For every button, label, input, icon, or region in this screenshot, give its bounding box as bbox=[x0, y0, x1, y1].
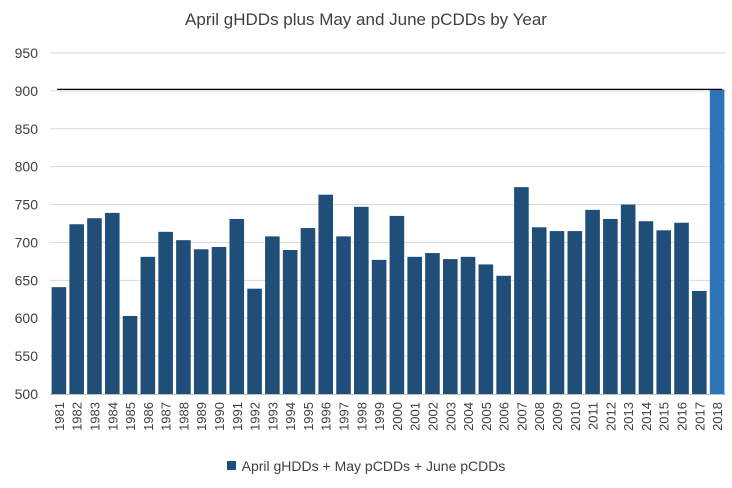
bar-1997 bbox=[336, 236, 351, 394]
legend: April gHDDs + May pCDDs + June pCDDs bbox=[0, 458, 732, 474]
x-tick-label: 1992 bbox=[248, 402, 263, 431]
y-tick-label: 750 bbox=[15, 197, 39, 213]
x-tick-label: 1981 bbox=[52, 402, 67, 431]
bar-1988 bbox=[176, 240, 191, 394]
bar-1993 bbox=[265, 236, 280, 394]
x-tick-label: 1983 bbox=[87, 402, 102, 431]
x-tick-label: 2006 bbox=[497, 402, 512, 431]
bar-1990 bbox=[211, 246, 227, 394]
x-tick-label: 2008 bbox=[532, 402, 547, 431]
bar-2004 bbox=[460, 256, 476, 394]
bar-2003 bbox=[442, 259, 458, 394]
legend-label: April gHDDs + May pCDDs + June pCDDs bbox=[241, 458, 506, 474]
x-tick-label: 1988 bbox=[176, 402, 191, 431]
bar-1981 bbox=[51, 287, 67, 394]
x-tick-label: 2003 bbox=[443, 402, 458, 431]
y-axis-ticks: 500 550 600 650 700 750 800 850 900 950 bbox=[15, 45, 39, 402]
bar-2008 bbox=[531, 227, 547, 394]
bar-1984 bbox=[104, 212, 120, 394]
x-tick-label: 2013 bbox=[621, 402, 636, 431]
x-tick-label: 1991 bbox=[230, 402, 245, 431]
x-tick-label: 1990 bbox=[212, 402, 227, 431]
x-tick-label: 1999 bbox=[372, 402, 387, 431]
bar-2016 bbox=[674, 222, 689, 394]
bar-2011 bbox=[585, 209, 600, 394]
x-tick-label: 2007 bbox=[514, 402, 529, 431]
bar-1986 bbox=[140, 256, 156, 394]
bar-2007 bbox=[514, 187, 529, 394]
y-tick-label: 850 bbox=[15, 121, 39, 137]
x-tick-label: 2016 bbox=[675, 402, 690, 431]
x-tick-label: 2000 bbox=[390, 402, 405, 431]
x-tick-label: 1997 bbox=[337, 402, 352, 431]
x-tick-label: 2012 bbox=[603, 402, 618, 431]
x-tick-label: 2009 bbox=[550, 402, 565, 431]
bar-2012 bbox=[603, 218, 618, 394]
x-tick-label: 2011 bbox=[586, 402, 601, 430]
y-tick-label: 600 bbox=[15, 310, 39, 326]
x-tick-label: 2014 bbox=[639, 402, 654, 431]
bar-1989 bbox=[193, 249, 209, 394]
x-tick-label: 1989 bbox=[194, 402, 209, 431]
x-tick-label: 1998 bbox=[354, 402, 369, 431]
y-tick-label: 650 bbox=[15, 272, 39, 288]
x-tick-label: 1996 bbox=[319, 402, 334, 431]
bars bbox=[51, 89, 725, 394]
x-tick-label: 1993 bbox=[265, 402, 280, 431]
x-tick-label: 2001 bbox=[408, 402, 423, 431]
x-tick-label: 1982 bbox=[70, 402, 85, 431]
bar-2014 bbox=[638, 221, 654, 394]
bar-1995 bbox=[300, 228, 316, 394]
x-tick-label: 1995 bbox=[301, 402, 316, 431]
legend-swatch bbox=[226, 461, 236, 470]
bar-2006 bbox=[496, 275, 511, 394]
x-tick-label: 1984 bbox=[105, 402, 120, 431]
bar-2010 bbox=[567, 231, 583, 394]
x-tick-label: 1987 bbox=[159, 402, 174, 431]
chart-title: April gHDDs plus May and June pCDDs by Y… bbox=[185, 10, 547, 29]
x-tick-label: 2018 bbox=[710, 402, 725, 431]
x-tick-label: 2015 bbox=[657, 402, 672, 431]
x-tick-label: 2005 bbox=[479, 402, 494, 431]
bar-2005 bbox=[478, 264, 494, 394]
x-tick-label: 1985 bbox=[123, 402, 138, 431]
x-tick-label: 2017 bbox=[692, 402, 707, 431]
bar-2002 bbox=[425, 253, 440, 394]
bar-2000 bbox=[389, 215, 405, 394]
bar-1982 bbox=[69, 224, 84, 394]
y-tick-label: 900 bbox=[15, 83, 39, 99]
bar-2001 bbox=[407, 256, 422, 394]
x-tick-label: 2004 bbox=[461, 402, 476, 431]
bar-2009 bbox=[549, 231, 565, 394]
y-tick-label: 700 bbox=[15, 234, 39, 250]
bar-2013 bbox=[620, 204, 636, 394]
y-tick-label: 500 bbox=[15, 386, 39, 402]
bar-1994 bbox=[282, 250, 298, 394]
x-tick-label: 2010 bbox=[568, 402, 583, 431]
bar-2015 bbox=[656, 230, 672, 394]
x-tick-label: 1994 bbox=[283, 402, 298, 431]
bar-1987 bbox=[158, 231, 173, 394]
bar-1999 bbox=[371, 259, 387, 394]
bar-1985 bbox=[122, 315, 138, 394]
y-tick-label: 950 bbox=[15, 45, 39, 61]
bar-1996 bbox=[318, 194, 334, 394]
x-tick-label: 2002 bbox=[425, 402, 440, 431]
bar-1991 bbox=[229, 218, 245, 394]
x-axis-ticks: 1981 1982 1983 1984 1985 1986 1987 1988 1989 1990… bbox=[52, 402, 725, 431]
y-tick-label: 800 bbox=[15, 159, 39, 175]
x-tick-label: 1986 bbox=[141, 402, 156, 431]
bar-1983 bbox=[87, 218, 102, 394]
y-tick-label: 550 bbox=[15, 348, 39, 364]
bar-1992 bbox=[247, 288, 262, 394]
bar-1998 bbox=[354, 206, 369, 394]
bar-2017 bbox=[692, 290, 707, 394]
bar-2018 bbox=[709, 89, 725, 394]
